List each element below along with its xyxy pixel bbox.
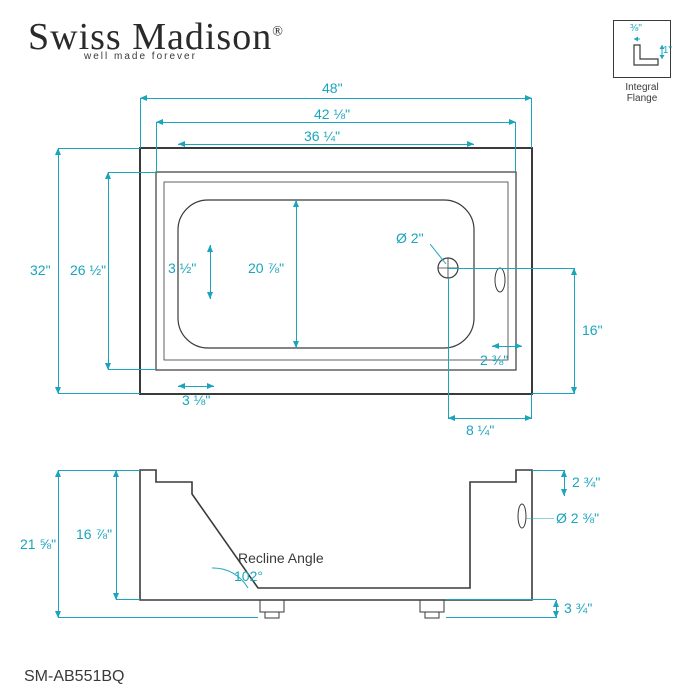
dim-drain-dia: Ø 2" — [396, 230, 424, 246]
dim-16-7-label: 16 ⅞" — [76, 526, 112, 542]
dim-26-label: 26 ½" — [70, 262, 106, 278]
dim-32 — [58, 148, 59, 394]
dim-16 — [574, 268, 575, 394]
recline-label: Recline Angle — [238, 550, 324, 566]
dim-48 — [140, 98, 532, 99]
sku-label: SM-AB551BQ — [24, 668, 124, 686]
dim-8 — [448, 418, 532, 419]
dim-36-label: 36 ¼" — [304, 128, 340, 144]
dim-lip-bottom — [178, 386, 214, 387]
dim-2-3-4-label: 2 ¾" — [572, 474, 600, 490]
dim-32-label: 32" — [30, 262, 51, 278]
dim-26 — [108, 172, 109, 370]
dim-20 — [296, 200, 297, 348]
dim-overflow-label: 2 ⅜" — [480, 352, 508, 368]
dim-36 — [178, 144, 474, 145]
dim-lip-bottom-label: 3 ⅛" — [182, 392, 210, 408]
recline-deg: 102° — [234, 568, 263, 584]
dim-21-label: 21 ⅝" — [20, 536, 56, 552]
dim-16-7 — [116, 470, 117, 600]
drain-leader — [430, 244, 460, 274]
overflow-leader — [526, 518, 556, 528]
dim-20-label: 20 ⅞" — [248, 260, 284, 276]
dim-8-label: 8 ¼" — [466, 422, 494, 438]
dim-foot-label: 3 ¾" — [564, 600, 592, 616]
dim-lip-left — [210, 245, 211, 299]
dim-lip-left-label: 3 ½" — [168, 260, 196, 276]
dim-48-label: 48" — [322, 80, 343, 96]
dim-overflow-dia: Ø 2 ⅜" — [556, 510, 599, 526]
dim-16-label: 16" — [582, 322, 603, 338]
dim-overflow — [492, 346, 522, 347]
dim-2-3-4 — [564, 470, 565, 496]
dim-42-label: 42 ⅛" — [314, 106, 350, 122]
dim-foot — [556, 600, 557, 618]
dim-21 — [58, 470, 59, 618]
dim-42 — [156, 122, 516, 123]
